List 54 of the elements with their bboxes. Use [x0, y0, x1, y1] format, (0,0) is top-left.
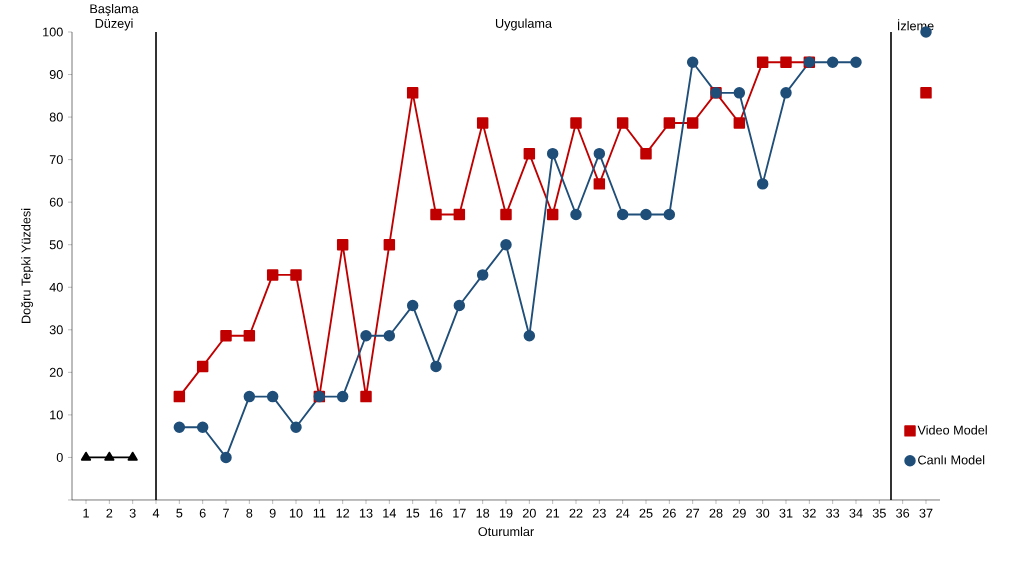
x-tick-label: 1 [83, 508, 89, 518]
x-tick-label: 12 [336, 508, 350, 518]
x-tick-label: 3 [129, 508, 136, 518]
x-tick-label: 10 [289, 508, 303, 518]
text: Uygulama [495, 18, 553, 31]
y-tick-label: 50 [49, 240, 63, 250]
x-tick-label: 24 [616, 508, 630, 518]
x-tick-label: 20 [522, 508, 536, 518]
legend-label: Canlı Model [918, 455, 985, 465]
x-tick-label: 22 [569, 508, 583, 518]
x-tick-label: 8 [246, 508, 253, 518]
x-tick-label: 30 [756, 508, 770, 518]
y-tick-label: 60 [49, 197, 63, 207]
x-tick-label: 9 [269, 508, 276, 518]
x-tick-label: 36 [896, 508, 910, 518]
x-tick-label: 34 [849, 508, 863, 518]
legend-label: Video Model [917, 425, 987, 435]
y-tick-label: 0 [56, 452, 63, 462]
y-tick-label: 40 [49, 282, 63, 292]
x-tick-label: 31 [779, 508, 793, 518]
x-tick-label: 11 [313, 508, 326, 518]
y-tick-label: 20 [49, 367, 63, 377]
y-tick-label: 10 [50, 410, 63, 420]
x-tick-label: 16 [429, 508, 443, 518]
x-tick-label: 7 [223, 508, 229, 518]
y-tick-label: 70 [49, 155, 63, 165]
x-tick-label: 32 [802, 508, 816, 518]
y-tick-label: 90 [49, 70, 63, 80]
x-tick-label: 2 [106, 508, 113, 518]
y-tick-label: 80 [49, 112, 63, 122]
x-tick-label: 23 [592, 508, 606, 518]
y-axis-title: Doğru Tepki Yüzdesi [21, 208, 34, 324]
text: Başlama Düzeyi [90, 3, 139, 31]
x-tick-label: 33 [826, 508, 840, 518]
x-tick-label: 13 [359, 508, 373, 518]
x-tick-label: 19 [499, 508, 513, 518]
x-tick-label: 26 [662, 508, 676, 518]
x-tick-label: 18 [476, 508, 490, 518]
x-tick-label: 37 [919, 508, 933, 518]
x-tick-label: 27 [686, 508, 700, 518]
x-tick-label: 28 [709, 508, 723, 518]
x-tick-label: 29 [732, 508, 746, 518]
y-tick-label: 100 [43, 27, 63, 37]
x-tick-label: 15 [406, 508, 420, 518]
x-tick-label: 5 [176, 508, 183, 518]
x-tick-label: 4 [152, 508, 160, 518]
x-tick-label: 14 [383, 508, 397, 518]
x-tick-label: 35 [872, 508, 886, 518]
x-tick-label: 25 [639, 508, 653, 518]
x-axis-title: Oturumlar [478, 526, 534, 537]
x-tick-label: 6 [199, 508, 206, 518]
x-tick-label: 17 [453, 508, 466, 518]
y-tick-label: 30 [49, 325, 63, 335]
x-tick-label: 21 [546, 508, 560, 518]
